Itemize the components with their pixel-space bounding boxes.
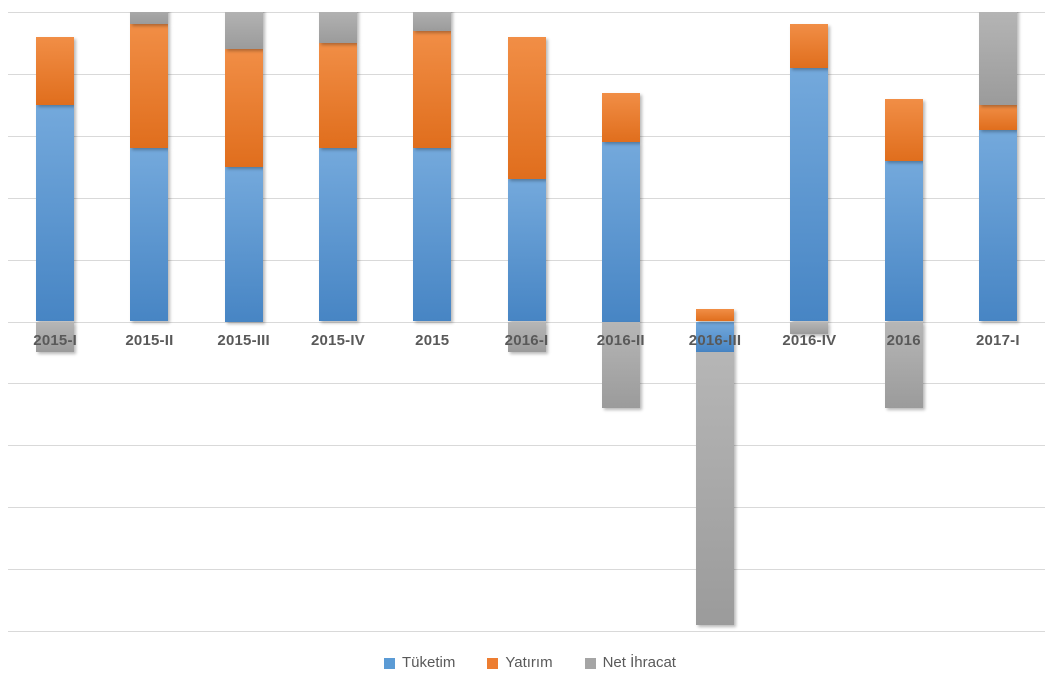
bar-segment-s1-c5 (507, 36, 546, 180)
bar-segment-s1-c0 (36, 36, 75, 105)
bar-segment-s1-c4 (413, 30, 452, 149)
bar-segment-s0-c1 (130, 148, 169, 322)
x-axis-label-2015-ii: 2015-II (125, 332, 174, 349)
bar-segment-s0-c10 (978, 129, 1017, 322)
bar-segment-s2-c6 (601, 321, 640, 409)
legend-swatch-tuketim (384, 657, 396, 669)
x-axis-label-2016-ii: 2016-II (596, 332, 645, 349)
gridline (8, 507, 1045, 509)
bar-segment-s2-c3 (319, 12, 357, 43)
x-axis-label-2016-iv: 2016-IV (782, 332, 837, 349)
bar-segment-s1-c7 (696, 309, 734, 322)
bar-segment-s0-c2 (224, 166, 263, 322)
bar-segment-s2-c8 (790, 321, 829, 334)
legend-item-tuketim: Tüketim (384, 653, 455, 673)
bar-segment-s0-c3 (319, 148, 357, 322)
x-axis-label-2015-iv: 2015-IV (310, 332, 365, 349)
bar-segment-s1-c8 (790, 24, 829, 68)
gridline (8, 631, 1045, 632)
legend-swatch-yatirim (487, 657, 499, 669)
gridline (8, 383, 1045, 385)
gridline (8, 569, 1045, 571)
bar-segment-s1-c2 (224, 49, 263, 167)
x-axis-label-2015-iii: 2015-III (217, 332, 270, 349)
bar-segment-s1-c10 (978, 104, 1017, 130)
bar-segment-s1-c6 (601, 92, 640, 142)
bar-segment-s2-c10 (978, 12, 1017, 105)
legend-label-net-ihracat: Net İhracat (602, 654, 676, 671)
bar-segment-s0-c5 (507, 179, 546, 322)
x-axis-label-2016-iii: 2016-III (688, 332, 742, 349)
x-axis-label-2016-i: 2016-I (504, 332, 549, 349)
bar-segment-s2-c1 (130, 12, 169, 25)
x-axis-label-2015-i: 2015-I (33, 332, 78, 349)
bar-segment-s0-c6 (601, 142, 640, 322)
plot-area (8, 12, 1045, 632)
bar-segment-s2-c7 (696, 352, 734, 625)
x-axis-label-2017-i: 2017-I (975, 332, 1020, 349)
gridline (8, 12, 1045, 13)
x-axis-label-2015: 2015 (415, 332, 450, 349)
x-axis-label-2016: 2016 (886, 332, 921, 349)
bar-segment-s2-c5 (507, 321, 546, 353)
gridline (8, 445, 1045, 447)
bar-segment-s0-c7 (696, 321, 734, 353)
bar-segment-s0-c9 (884, 160, 923, 322)
bar-segment-s1-c9 (884, 98, 923, 161)
legend-label-tuketim: Tüketim (402, 654, 456, 671)
bar-segment-s2-c9 (884, 321, 923, 409)
bar-segment-s1-c3 (319, 42, 357, 149)
legend-item-net-ihracat: Net İhracat (584, 653, 676, 673)
bar-segment-s2-c0 (36, 321, 75, 353)
bar-segment-s0-c0 (36, 104, 75, 322)
bar-segment-s1-c1 (130, 24, 169, 149)
bar-segment-s0-c4 (413, 148, 452, 322)
legend-item-yatirim: Yatırım (487, 653, 553, 673)
bar-segment-s2-c2 (224, 12, 263, 50)
bar-segment-s2-c4 (413, 12, 452, 31)
bar-segment-s0-c8 (790, 67, 829, 322)
legend: Tüketim Yatırım Net İhracat (0, 651, 1060, 675)
x-axis-labels: 2015-I 2015-II 2015-III 2015-IV 2015 2016-I 20… (8, 332, 1045, 352)
legend-label-yatirim: Yatırım (505, 654, 553, 671)
legend-swatch-net-ihracat (584, 657, 596, 669)
